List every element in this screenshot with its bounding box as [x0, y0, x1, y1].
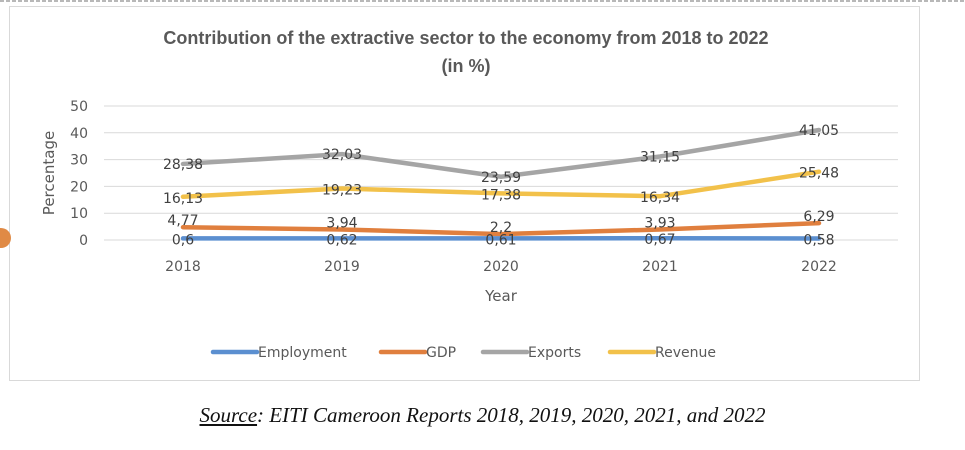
- legend-label: Revenue: [655, 345, 716, 361]
- data-label-revenue: 25,48: [799, 166, 839, 182]
- y-tick-label: 20: [70, 179, 88, 195]
- legend-item-gdp: GDP: [378, 345, 456, 361]
- y-tick-label: 40: [70, 126, 88, 142]
- series-line-revenue: [180, 169, 822, 200]
- series-line-exports: [180, 127, 822, 180]
- y-axis-ticks: 0 10 20 30 40 50: [70, 99, 88, 249]
- data-label-exports: 23,59: [481, 170, 521, 186]
- chart-title: Contribution of the extractive sector to…: [163, 28, 768, 48]
- y-tick-label: 0: [79, 233, 88, 249]
- x-tick-label: 2020: [483, 259, 519, 275]
- y-tick-label: 50: [70, 99, 88, 115]
- legend-item-employment: Employment: [210, 345, 347, 361]
- x-axis-title: Year: [484, 287, 518, 305]
- data-label-exports: 41,05: [799, 123, 839, 139]
- data-label-exports: 31,15: [640, 150, 680, 166]
- x-tick-label: 2018: [165, 259, 201, 275]
- y-axis-title: Percentage: [40, 131, 58, 215]
- x-tick-label: 2019: [324, 259, 360, 275]
- data-label-employment: 0,61: [485, 232, 516, 248]
- data-label-gdp: 3,94: [326, 215, 357, 231]
- series-line-gdp: [180, 220, 822, 237]
- data-label-revenue: 16,34: [640, 190, 680, 206]
- data-label-gdp: 3,93: [644, 215, 675, 231]
- data-label-gdp: 2,2: [490, 220, 512, 236]
- y-tick-label: 10: [70, 206, 88, 222]
- y-tick-label: 30: [70, 153, 88, 169]
- line-chart: Contribution of the extractive sector to…: [40, 28, 898, 361]
- data-label-exports: 28,38: [163, 157, 203, 173]
- orange-marker-dot: [0, 228, 11, 248]
- data-label-employment: 0,58: [803, 232, 834, 248]
- data-label-gdp: 4,77: [167, 213, 198, 229]
- data-label-revenue: 19,23: [322, 182, 362, 198]
- data-label-revenue: 16,13: [163, 191, 203, 207]
- legend-label: Exports: [528, 345, 581, 361]
- data-label-employment: 0,6: [172, 232, 194, 248]
- data-label-revenue: 17,38: [481, 187, 521, 203]
- chart-subtitle: (in %): [442, 56, 491, 76]
- source-caption: Source: EITI Cameroon Reports 2018, 2019…: [0, 403, 965, 428]
- legend-label: Employment: [258, 345, 347, 361]
- legend-item-revenue: Revenue: [607, 345, 716, 361]
- x-tick-label: 2022: [801, 259, 837, 275]
- legend: Employment GDP Exports Revenue: [210, 345, 716, 361]
- data-label-employment: 0,67: [644, 232, 675, 248]
- legend-label: GDP: [426, 345, 456, 361]
- x-axis-ticks: 2018 2019 2020 2021 2022: [165, 259, 837, 275]
- x-tick-label: 2021: [642, 259, 678, 275]
- top-dashed-border: [0, 0, 965, 2]
- source-prefix: Source: [199, 403, 258, 427]
- data-labels: 0,6 0,62 0,61 0,67 0,58 4,77 3,94 2,2 3,93 6,29 28…: [163, 123, 839, 248]
- data-label-employment: 0,62: [326, 232, 357, 248]
- source-text: : EITI Cameroon Reports 2018, 2019, 2020…: [257, 403, 766, 427]
- series-lines: [180, 127, 822, 241]
- data-label-exports: 32,03: [322, 147, 362, 163]
- legend-item-exports: Exports: [480, 345, 581, 361]
- data-label-gdp: 6,29: [803, 209, 834, 225]
